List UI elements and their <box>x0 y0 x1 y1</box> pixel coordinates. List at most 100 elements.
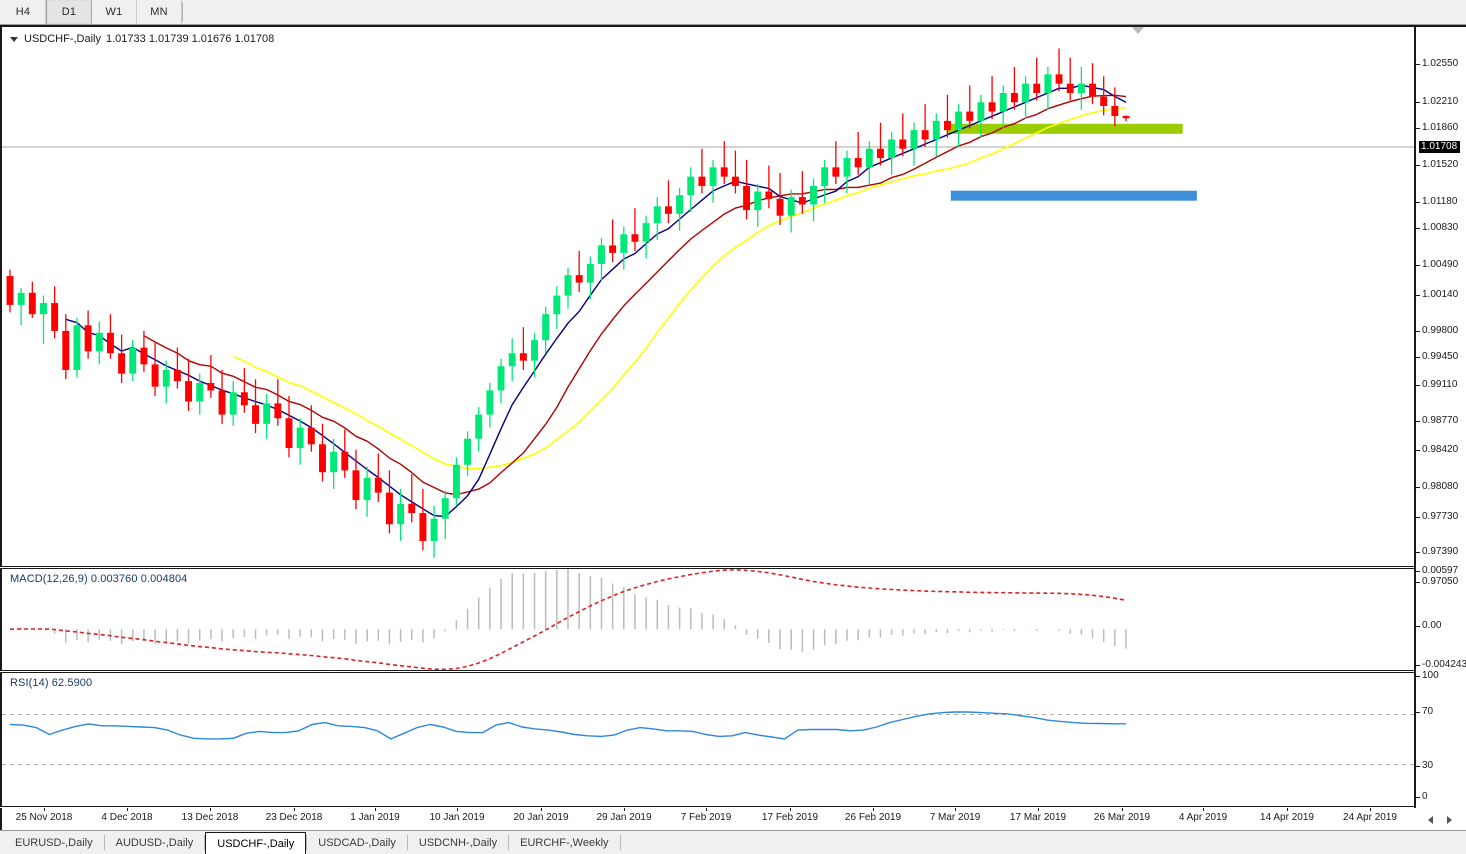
price-axis-tick <box>1416 487 1420 488</box>
price-axis-label: 1.02550 <box>1422 58 1459 69</box>
date-axis-tick <box>210 808 211 811</box>
chart-scroll-controls <box>1414 808 1466 832</box>
price-axis-tick <box>1416 331 1420 332</box>
price-axis-label: 0.98420 <box>1422 444 1459 455</box>
price-axis-label: 1.00830 <box>1422 222 1459 233</box>
date-axis-tick <box>375 808 376 811</box>
scroll-left-icon[interactable] <box>1428 816 1433 824</box>
price-axis-label: 0.97730 <box>1422 511 1459 522</box>
price-axis-tick <box>1416 450 1420 451</box>
date-axis-tick <box>624 808 625 811</box>
date-axis-tick <box>541 808 542 811</box>
price-axis-label: 1.01860 <box>1422 122 1459 133</box>
price-axis-tick <box>1416 228 1420 229</box>
chart-frame: USDCHF-,Daily 1.01733 1.01739 1.01676 1.… <box>0 25 1466 832</box>
date-axis-tick <box>1038 808 1039 811</box>
tab-divider <box>508 835 510 850</box>
rsi-axis-label: 100 <box>1422 670 1439 681</box>
price-axis-tick <box>1416 385 1420 386</box>
price-axis-tick <box>1416 517 1420 518</box>
date-axis-label: 4 Apr 2019 <box>1178 812 1228 823</box>
date-axis-label: 10 Jan 2019 <box>429 812 485 823</box>
tab-divider <box>204 835 206 850</box>
date-axis-label: 7 Feb 2019 <box>680 812 732 823</box>
price-pane-header: USDCHF-,Daily 1.01733 1.01739 1.01676 1.… <box>10 33 274 45</box>
timeframe-d1[interactable]: D1 <box>46 0 92 24</box>
rsi-label: RSI(14) 62.5900 <box>10 677 93 689</box>
timeframe-h4[interactable]: H4 <box>0 0 46 24</box>
price-axis-label: 0.98770 <box>1422 415 1459 426</box>
date-axis-tick <box>1370 808 1371 811</box>
tab-divider <box>306 835 308 850</box>
date-axis-label: 7 Mar 2019 <box>929 812 981 823</box>
date-axis-label: 26 Mar 2019 <box>1093 812 1151 823</box>
date-axis-tick <box>955 808 956 811</box>
price-axis-tick <box>1416 265 1420 266</box>
macd-axis-tick <box>1416 571 1420 572</box>
timeframe-w1[interactable]: W1 <box>92 0 137 24</box>
price-axis-tick <box>1416 582 1420 583</box>
price-axis-label: 0.97390 <box>1422 546 1459 557</box>
symbol-tab-usdcad[interactable]: USDCAD-,Daily <box>318 836 396 849</box>
current-price-label: 1.01708 <box>1419 141 1461 153</box>
rsi-axis-label: 30 <box>1422 760 1434 771</box>
macd-axis-tick <box>1416 626 1420 627</box>
price-axis-tick <box>1416 102 1420 103</box>
rsi-axis-label: 70 <box>1422 706 1434 717</box>
price-axis-label: 0.97050 <box>1422 576 1459 587</box>
period-separator-marker <box>1132 27 1144 34</box>
date-axis-label: 13 Dec 2018 <box>181 812 239 823</box>
date-axis-tick <box>127 808 128 811</box>
price-axis-label: 0.99110 <box>1422 379 1458 390</box>
price-axis-tick <box>1416 64 1420 65</box>
date-axis-tick <box>790 808 791 811</box>
toolbar-divider <box>182 2 183 22</box>
symbol-tab-eurchf[interactable]: EURCHF-,Weekly <box>520 836 609 849</box>
date-axis-label: 20 Jan 2019 <box>513 812 569 823</box>
rsi-plot <box>2 711 1414 765</box>
macd-axis-label: 0.00 <box>1422 620 1442 631</box>
date-axis-tick <box>873 808 874 811</box>
chevron-down-icon[interactable] <box>10 36 18 42</box>
symbol-label: USDCHF-,Daily <box>24 33 101 45</box>
macd-axis-label: 0.00597 <box>1422 565 1459 576</box>
symbol-tab-eurusd[interactable]: EURUSD-,Daily <box>15 836 93 849</box>
timeframe-mn[interactable]: MN <box>137 0 182 24</box>
symbol-tabbar: EURUSD-,Daily AUDUSD-,Daily USDCHF-,Daily U… <box>0 830 1466 854</box>
date-axis-tick <box>1203 808 1204 811</box>
macd-pane[interactable]: MACD(12,26,9) 0.003760 0.004804 <box>0 568 1414 671</box>
tab-divider <box>103 835 105 850</box>
date-axis-label: 4 Dec 2018 <box>101 812 153 823</box>
ohlc-values: 1.01733 1.01739 1.01676 1.01708 <box>106 33 275 45</box>
date-axis-label: 17 Feb 2019 <box>761 812 819 823</box>
price-axis-label: 0.99800 <box>1422 325 1459 336</box>
rsi-axis-tick <box>1416 797 1420 798</box>
macd-axis-label: -0.004243 <box>1422 659 1466 670</box>
date-axis-label: 29 Jan 2019 <box>596 812 652 823</box>
tab-divider <box>619 835 621 850</box>
rsi-axis-tick <box>1416 676 1420 677</box>
date-axis-tick <box>706 808 707 811</box>
date-axis-label: 26 Feb 2019 <box>844 812 902 823</box>
price-axis-tick <box>1416 295 1420 296</box>
price-axis-label: 0.98080 <box>1422 481 1459 492</box>
date-axis: 25 Nov 2018 4 Dec 2018 13 Dec 2018 23 Dec 2… <box>0 808 1466 830</box>
price-axis-label: 1.02210 <box>1422 96 1459 107</box>
macd-label: MACD(12,26,9) 0.003760 0.004804 <box>10 573 188 585</box>
symbol-tab-audusd[interactable]: AUDUSD-,Daily <box>115 836 194 849</box>
tab-divider <box>406 835 408 850</box>
scroll-right-icon[interactable] <box>1447 816 1452 824</box>
price-axis[interactable]: 1.02550 1.02210 1.01860 1.01520 1.01180 1.008… <box>1414 27 1466 832</box>
symbol-tab-usdcnh[interactable]: USDCNH-,Daily <box>418 836 498 849</box>
date-axis-tick <box>457 808 458 811</box>
date-axis-label: 24 Apr 2019 <box>1343 812 1397 823</box>
rsi-pane[interactable]: RSI(14) 62.5900 <box>0 672 1414 807</box>
date-axis-label: 1 Jan 2019 <box>350 812 400 823</box>
price-pane[interactable]: USDCHF-,Daily 1.01733 1.01739 1.01676 1.… <box>0 27 1414 567</box>
price-axis-label: 0.99450 <box>1422 351 1459 362</box>
price-plot <box>2 48 1414 558</box>
symbol-tab-usdchf[interactable]: USDCHF-,Daily <box>205 832 307 854</box>
timeframe-toolbar: H4 D1 W1 MN <box>0 0 1466 25</box>
date-axis-label: 25 Nov 2018 <box>15 812 73 823</box>
